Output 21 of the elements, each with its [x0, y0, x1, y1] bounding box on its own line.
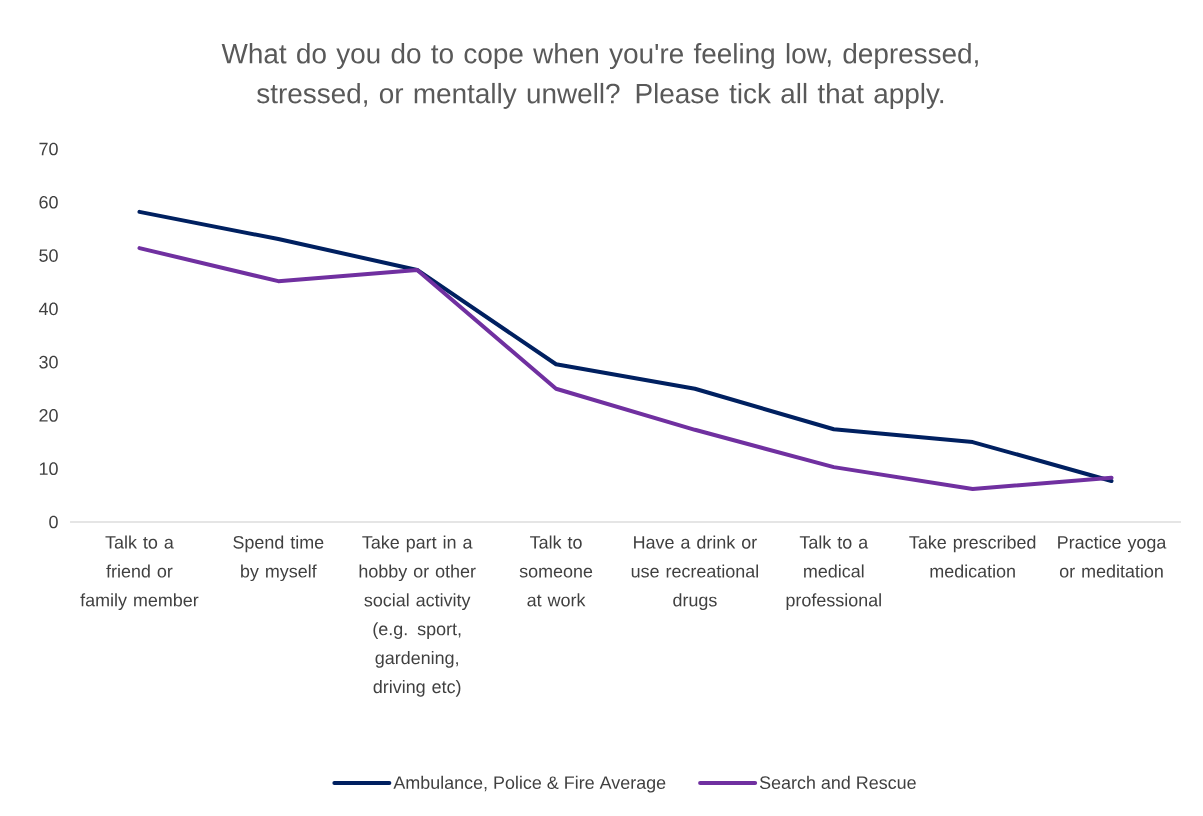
x-tick-label: Have a drink or use recreational drugs: [631, 535, 758, 610]
x-tick-label: Spend time by myself: [233, 535, 324, 582]
y-tick-label: 60: [39, 195, 58, 209]
y-tick-label: 10: [39, 462, 58, 476]
y-tick-label: 70: [39, 142, 58, 156]
x-tick-label: Talk to a friend or family member: [80, 535, 199, 610]
line-series: [137, 209, 1114, 483]
y-tick-label: 30: [39, 355, 58, 369]
x-tick-label: Take part in a hobby or other social activity (e.g. sport, gardening, driving etc): [359, 535, 476, 697]
y-tick-label: 50: [39, 249, 58, 262]
y-tick-label: 0: [49, 515, 58, 529]
y-tick-label: 20: [39, 409, 58, 422]
line-series: [137, 246, 1114, 491]
chart-title: What do you do to cope when you're feeling low, depressed, stressed, or mentally unwell? Please tick all that apply.: [221, 43, 978, 109]
y-tick-label: 40: [38, 302, 58, 316]
legend-label: Search and Rescue: [759, 775, 916, 790]
x-tick-label: Take prescribed medication: [909, 535, 1036, 578]
legend-label: Ambulance, Police & Fire Average: [393, 775, 666, 793]
x-tick-label: Talk to someone at work: [519, 535, 593, 607]
x-tick-label: Practice yoga or meditation: [1058, 535, 1167, 578]
x-tick-label: Talk to a medical professional: [786, 535, 881, 610]
